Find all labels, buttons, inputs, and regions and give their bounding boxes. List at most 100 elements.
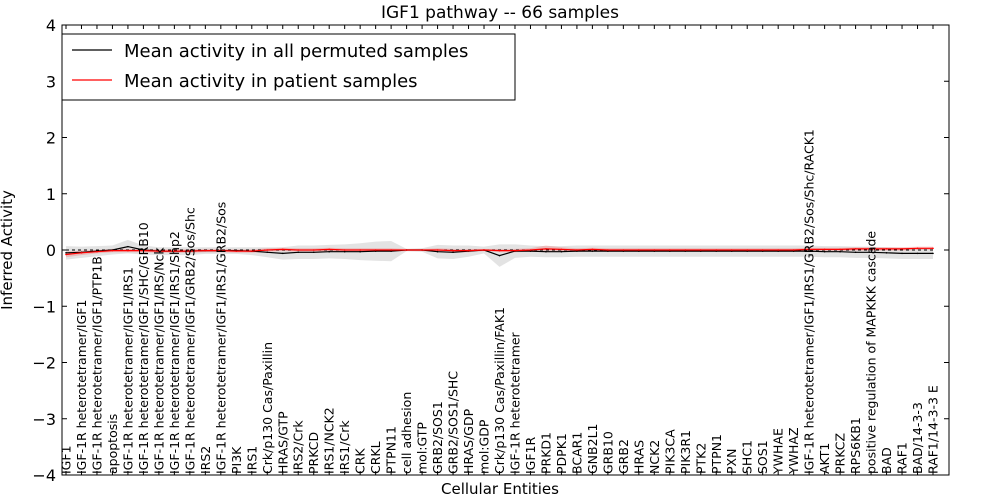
point-permuted-21 — [390, 250, 392, 252]
point-patient-33 — [576, 249, 578, 251]
legend: Mean activity in all permuted samples Me… — [61, 33, 516, 101]
x-tick-label: PXN — [724, 449, 739, 474]
point-patient-52 — [870, 248, 872, 250]
point-permuted-38 — [653, 250, 656, 252]
y-tick-label: −2 — [32, 354, 56, 373]
point-permuted-40 — [684, 250, 687, 252]
x-tick-label: PRKCD — [306, 432, 321, 474]
x-tick-label: IRS2 — [198, 446, 213, 474]
point-patient-26 — [467, 249, 470, 252]
point-patient-2 — [96, 250, 98, 253]
point-permuted-53 — [885, 252, 888, 254]
point-permuted-31 — [545, 250, 547, 253]
point-patient-48 — [808, 248, 810, 251]
point-patient-3 — [111, 249, 114, 252]
x-tick-label: HRAS/GDP — [461, 408, 476, 474]
point-patient-28 — [498, 249, 501, 252]
y-tick-label: 3 — [46, 72, 56, 91]
point-patient-54 — [901, 248, 903, 250]
x-tick-label: IGF-1R heterotetramer/IGF1/GRB2/Sos/Shc — [182, 207, 197, 474]
point-permuted-35 — [607, 250, 609, 252]
point-patient-22 — [405, 249, 408, 251]
point-permuted-48 — [808, 250, 810, 252]
point-patient-43 — [730, 249, 733, 251]
point-patient-46 — [777, 249, 779, 251]
x-tick-label: IGF-1R heterotetramer/IGF1/IRS/Nck — [151, 247, 166, 474]
y-tick-label: 1 — [46, 185, 56, 204]
point-permuted-13 — [266, 251, 269, 254]
point-patient-0 — [65, 253, 67, 256]
point-permuted-33 — [576, 250, 578, 252]
series-lines — [65, 245, 934, 257]
point-patient-34 — [591, 248, 594, 251]
point-patient-19 — [359, 249, 361, 251]
point-permuted-18 — [343, 250, 346, 253]
x-tick-label: PTK2 — [693, 443, 708, 474]
legend-label-permuted: Mean activity in all permuted samples — [124, 41, 468, 62]
point-patient-25 — [452, 249, 454, 252]
point-permuted-28 — [498, 254, 501, 257]
x-tick-label: IGF-1R heterotetramer/IGF1 — [74, 300, 89, 474]
point-patient-39 — [669, 249, 671, 251]
point-patient-14 — [281, 248, 284, 251]
point-patient-47 — [792, 249, 795, 251]
y-axis-ticks: −4 −3 −2 −1 0 1 2 3 4 — [32, 16, 949, 485]
point-patient-29 — [514, 249, 516, 252]
x-tick-label: HRAS — [631, 440, 646, 474]
x-tick-label: IGF-1R heterotetramer/IGF1/SHC/GRB10 — [136, 222, 151, 474]
point-patient-35 — [607, 249, 609, 251]
y-tick-label: −4 — [32, 466, 56, 485]
x-axis-label: Cellular Entities — [441, 480, 559, 498]
point-patient-20 — [374, 249, 377, 251]
x-tick-label: SOS1 — [755, 440, 770, 474]
point-patient-41 — [699, 249, 702, 251]
x-tick-label: IGF-1R heterotetramer/IGF1/IRS1 — [120, 267, 135, 474]
point-permuted-24 — [436, 250, 439, 253]
point-permuted-50 — [839, 250, 841, 253]
y-axis-label: Inferred Activity — [0, 190, 16, 310]
point-patient-11 — [235, 250, 238, 252]
x-axis-tick-labels: IGF1 IGF-1R heterotetramer/IGF1 IGF-1R het… — [59, 25, 941, 475]
point-permuted-51 — [854, 251, 857, 254]
point-patient-10 — [220, 249, 222, 252]
x-tick-label: NCK2 — [647, 440, 662, 474]
point-permuted-43 — [730, 250, 733, 252]
point-patient-51 — [854, 248, 857, 250]
point-permuted-20 — [374, 250, 377, 252]
x-tick-label: IGF-1R heterotetramer/IGF1/IRS1/GRB2/Sos… — [802, 129, 817, 474]
x-tick-label: PRKD1 — [538, 432, 553, 474]
band-permuted — [66, 239, 933, 267]
x-tick-label: BAD/14-3-3 — [910, 402, 925, 474]
x-tick-label: HRAS/GTP — [275, 411, 290, 474]
point-permuted-25 — [452, 251, 454, 254]
point-patient-38 — [653, 249, 656, 251]
point-permuted-0 — [65, 252, 67, 254]
point-patient-49 — [823, 248, 826, 251]
x-tick-label: PDPK1 — [554, 433, 569, 474]
x-tick-label: mol:GTP — [415, 422, 430, 474]
point-permuted-55 — [916, 252, 919, 255]
point-patient-6 — [158, 250, 160, 252]
point-permuted-49 — [823, 250, 826, 253]
point-patient-23 — [421, 249, 423, 251]
band-patient — [66, 245, 933, 258]
x-tick-label: apoptosis — [105, 414, 120, 474]
point-permuted-19 — [359, 250, 361, 253]
point-permuted-36 — [622, 250, 625, 252]
x-tick-label: Crk/p130 Cas/Paxillin/FAK1 — [492, 307, 507, 474]
point-permuted-54 — [901, 252, 903, 255]
point-patient-21 — [390, 249, 392, 251]
point-patient-9 — [204, 249, 207, 252]
point-permuted-37 — [638, 250, 640, 252]
point-permuted-42 — [715, 250, 718, 252]
point-patient-50 — [839, 248, 841, 251]
x-tick-label: PTPN1 — [709, 434, 724, 474]
legend-label-patient: Mean activity in patient samples — [124, 71, 418, 92]
x-tick-label: GNB2L1 — [585, 424, 600, 474]
x-tick-label: RAF1/14-3-3 E — [926, 385, 941, 474]
x-tick-label: PRKCZ — [833, 433, 848, 474]
point-patient-24 — [436, 249, 439, 251]
x-tick-label: Crk/p130 Cas/Paxillin — [260, 342, 275, 474]
x-tick-label: SHC1 — [740, 440, 755, 474]
